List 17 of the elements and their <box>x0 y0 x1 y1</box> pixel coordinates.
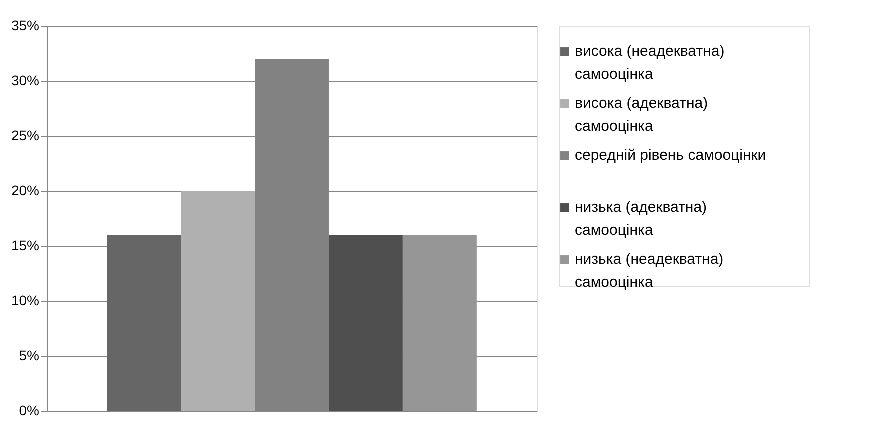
bar <box>181 191 256 411</box>
y-tick-label: 35% <box>11 18 40 34</box>
y-tick-label: 10% <box>11 292 40 308</box>
legend-label: висока (адекватна) самооцінка <box>575 95 708 135</box>
legend-label: низька (адекватна) самооцінка <box>575 199 708 239</box>
y-tick-label: 0% <box>19 402 40 418</box>
bar <box>328 235 403 411</box>
legend-label: низька (неадекватна) самооцінка <box>575 251 724 291</box>
y-tick-label: 25% <box>11 128 40 144</box>
legend-label: середній рівень самооцінки <box>575 147 766 164</box>
y-tick-label: 15% <box>11 238 40 254</box>
bar <box>107 235 182 411</box>
y-tick-label: 20% <box>11 182 40 198</box>
legend-label: висока (неадекватна) самооцінка <box>575 43 725 83</box>
y-tick-label: 30% <box>11 72 40 88</box>
y-tick-label: 5% <box>19 348 40 364</box>
bar <box>402 235 477 411</box>
